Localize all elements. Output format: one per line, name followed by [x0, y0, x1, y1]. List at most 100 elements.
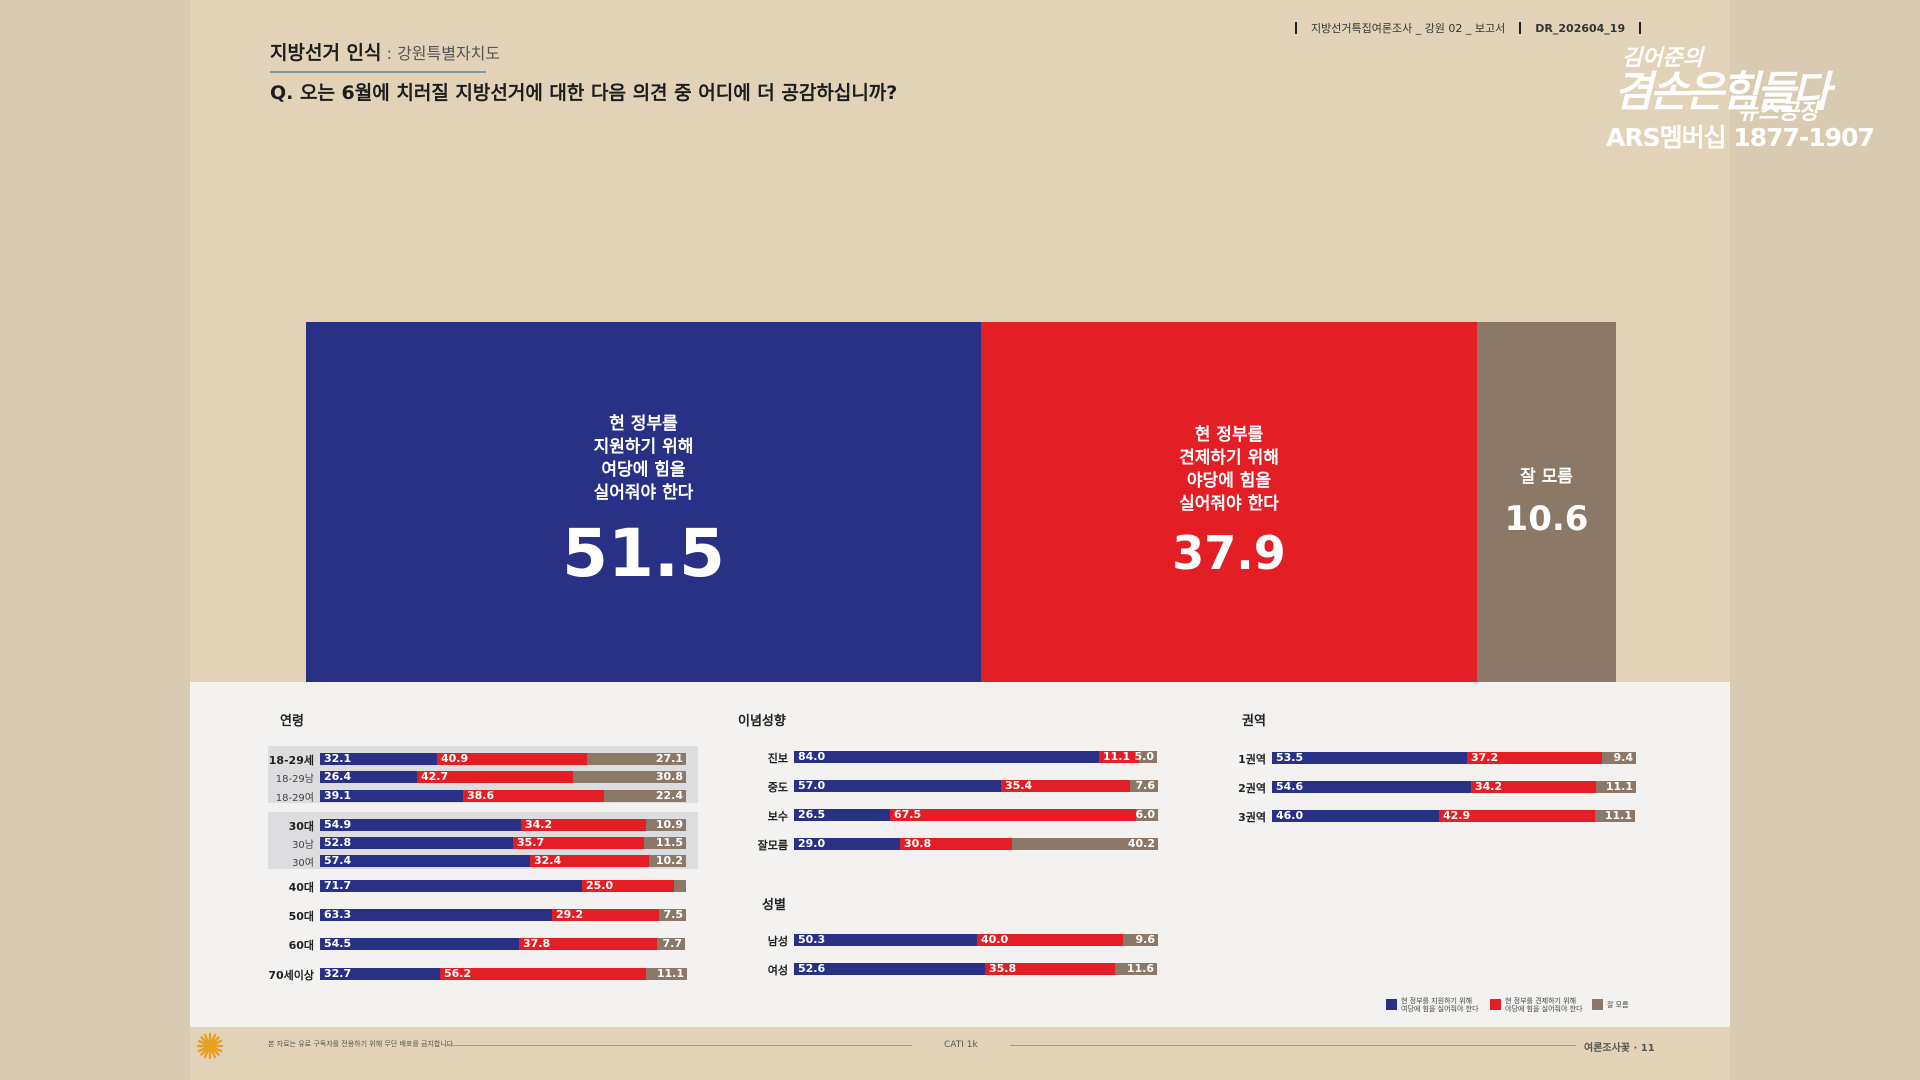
segment-value: 7.7	[662, 937, 683, 950]
section-title: 성별	[762, 898, 786, 913]
row-label: 여성	[767, 964, 788, 977]
bar-segment: 11.1	[1596, 781, 1636, 793]
bar-segment: 11.1	[1099, 751, 1139, 763]
row-label: 40대	[288, 881, 314, 894]
section-title: 이념성향	[738, 714, 786, 729]
row-label: 1권역	[1238, 753, 1266, 766]
footer-rule-left	[446, 1045, 912, 1046]
row-label: 2권역	[1238, 782, 1266, 795]
bar-segment: 52.8	[320, 837, 513, 849]
segment-value: 11.1	[1605, 780, 1633, 793]
header-meta: 지방선거특집여론조사 _ 강원 02 _ 보고서 DR_202604_19	[1295, 20, 1642, 36]
segment-value: 30.8	[655, 770, 683, 783]
segment-value: 32.1	[324, 752, 352, 765]
logo-line1: 김어준의	[1622, 46, 1703, 71]
bar-segment: 54.5	[320, 938, 519, 950]
page-title: 지방선거 인식	[270, 42, 382, 64]
segment-value: 37.8	[523, 937, 551, 950]
show-logo: 김어준의 겸손은힘들다 뉴스공장 ARS멤버십 1877-1907	[1606, 38, 1886, 152]
bar-segment: 53.5	[1272, 752, 1467, 764]
footer-brand: 여론조사꽃 · 11	[1584, 1039, 1655, 1054]
section-title: 권역	[1242, 714, 1266, 729]
row-label: 3권역	[1238, 811, 1266, 824]
bar-segment: 42.7	[417, 771, 573, 783]
footer-disclaimer: 본 자료는 유료 구독자를 전용하기 위해 무단 배포를 금지합니다	[268, 1040, 454, 1048]
segment-value: 11.1	[1604, 809, 1632, 822]
page-subtitle: : 강원특별자치도	[386, 44, 501, 63]
bar-segment: 50.3	[794, 934, 977, 946]
segment-value: 34.2	[525, 818, 553, 831]
footer-rule-right	[1010, 1045, 1576, 1046]
bar-segment: 57.0	[794, 780, 1001, 792]
segment-value: 84.0	[798, 750, 826, 763]
row-label: 18-29여	[275, 793, 314, 804]
segment-value: 50.3	[798, 933, 826, 946]
bar-segment: 35.4	[1001, 780, 1130, 792]
segment-value: 30.8	[904, 837, 932, 850]
segment-value: 54.9	[324, 818, 352, 831]
segment-value: 53.5	[1276, 751, 1304, 764]
bar-segment: 9.4	[1602, 752, 1636, 764]
segment-value: 42.9	[1443, 809, 1471, 822]
title-underline	[270, 71, 486, 73]
row-label: 30남	[292, 840, 314, 851]
segment-value: 26.4	[324, 770, 352, 783]
meta-divider	[1519, 22, 1522, 34]
segment-value: 25.0	[586, 879, 614, 892]
legend-swatch	[1592, 999, 1603, 1010]
segment-value: 11.6	[1126, 962, 1154, 975]
bar-segment: 10.9	[646, 819, 686, 831]
bar-segment: 9.6	[1123, 934, 1158, 946]
segment-value: 10.2	[655, 854, 683, 867]
bar-segment: 6.0	[1136, 809, 1158, 821]
bar-segment: 67.5	[890, 809, 1136, 821]
section-title: 연령	[280, 714, 304, 729]
bar-segment: 39.1	[320, 790, 463, 802]
footer-brand-name: 여론조사꽃	[1584, 1043, 1630, 1054]
bar-segment: 42.9	[1439, 810, 1595, 822]
row-label: 18-29세	[268, 754, 314, 767]
bar-segment: 40.2	[1012, 838, 1158, 850]
segment-value: 32.7	[324, 967, 352, 980]
bar-segment: 5.0	[1135, 751, 1157, 763]
legend-label: 잘 모름	[1607, 1001, 1629, 1009]
segment-value: 40.9	[441, 752, 469, 765]
bar-segment: 27.1	[587, 753, 686, 765]
bar-segment: 40.0	[977, 934, 1123, 946]
segment-value: 11.1	[1103, 750, 1131, 763]
segment-value: 54.5	[324, 937, 352, 950]
bar-segment: 25.0	[582, 880, 674, 892]
bar-segment: 38.6	[463, 790, 604, 802]
page-title-group: 지방선거 인식 : 강원특별자치도	[270, 38, 500, 73]
page-number: 11	[1640, 1043, 1655, 1054]
segment-value: 32.4	[534, 854, 562, 867]
bar-segment: 11.6	[1115, 963, 1157, 975]
row-label: 보수	[767, 810, 788, 823]
bar-segment: 34.2	[1471, 781, 1596, 793]
segment-value: 9.6	[1135, 933, 1156, 946]
legend-label: 현 정부를 지원하기 위해 여당에 힘을 실어줘야 한다	[1401, 997, 1479, 1013]
segment-value: 71.7	[324, 879, 352, 892]
segment-value: 40.0	[981, 933, 1009, 946]
main-bar-unknown: 잘 모름 10.6	[1477, 322, 1616, 682]
bar-segment: 57.4	[320, 855, 530, 867]
meta-survey: 지방선거특집여론조사 _ 강원 02 _ 보고서	[1311, 22, 1506, 35]
segment-value: 57.4	[324, 854, 352, 867]
bar-segment: 7.7	[657, 938, 685, 950]
segment-value: 57.0	[798, 779, 826, 792]
logo-line2: 겸손은힘들다	[1614, 67, 1831, 116]
segment-value: 63.3	[324, 908, 352, 921]
row-label: 진보	[767, 752, 788, 765]
bar-segment: 54.6	[1272, 781, 1471, 793]
main-bar-value: 51.5	[562, 514, 725, 592]
bar-segment: 30.8	[573, 771, 686, 783]
segment-value: 10.9	[655, 818, 683, 831]
left-side-strip	[0, 0, 190, 1080]
bar-segment: 7.5	[659, 909, 686, 921]
bar-segment: 84.0	[794, 751, 1099, 763]
bar-segment: 52.6	[794, 963, 985, 975]
segment-value: 29.2	[556, 908, 584, 921]
segment-value: 6.0	[1135, 808, 1156, 821]
bar-segment: 7.6	[1130, 780, 1158, 792]
row-label: 70세이상	[268, 969, 314, 982]
